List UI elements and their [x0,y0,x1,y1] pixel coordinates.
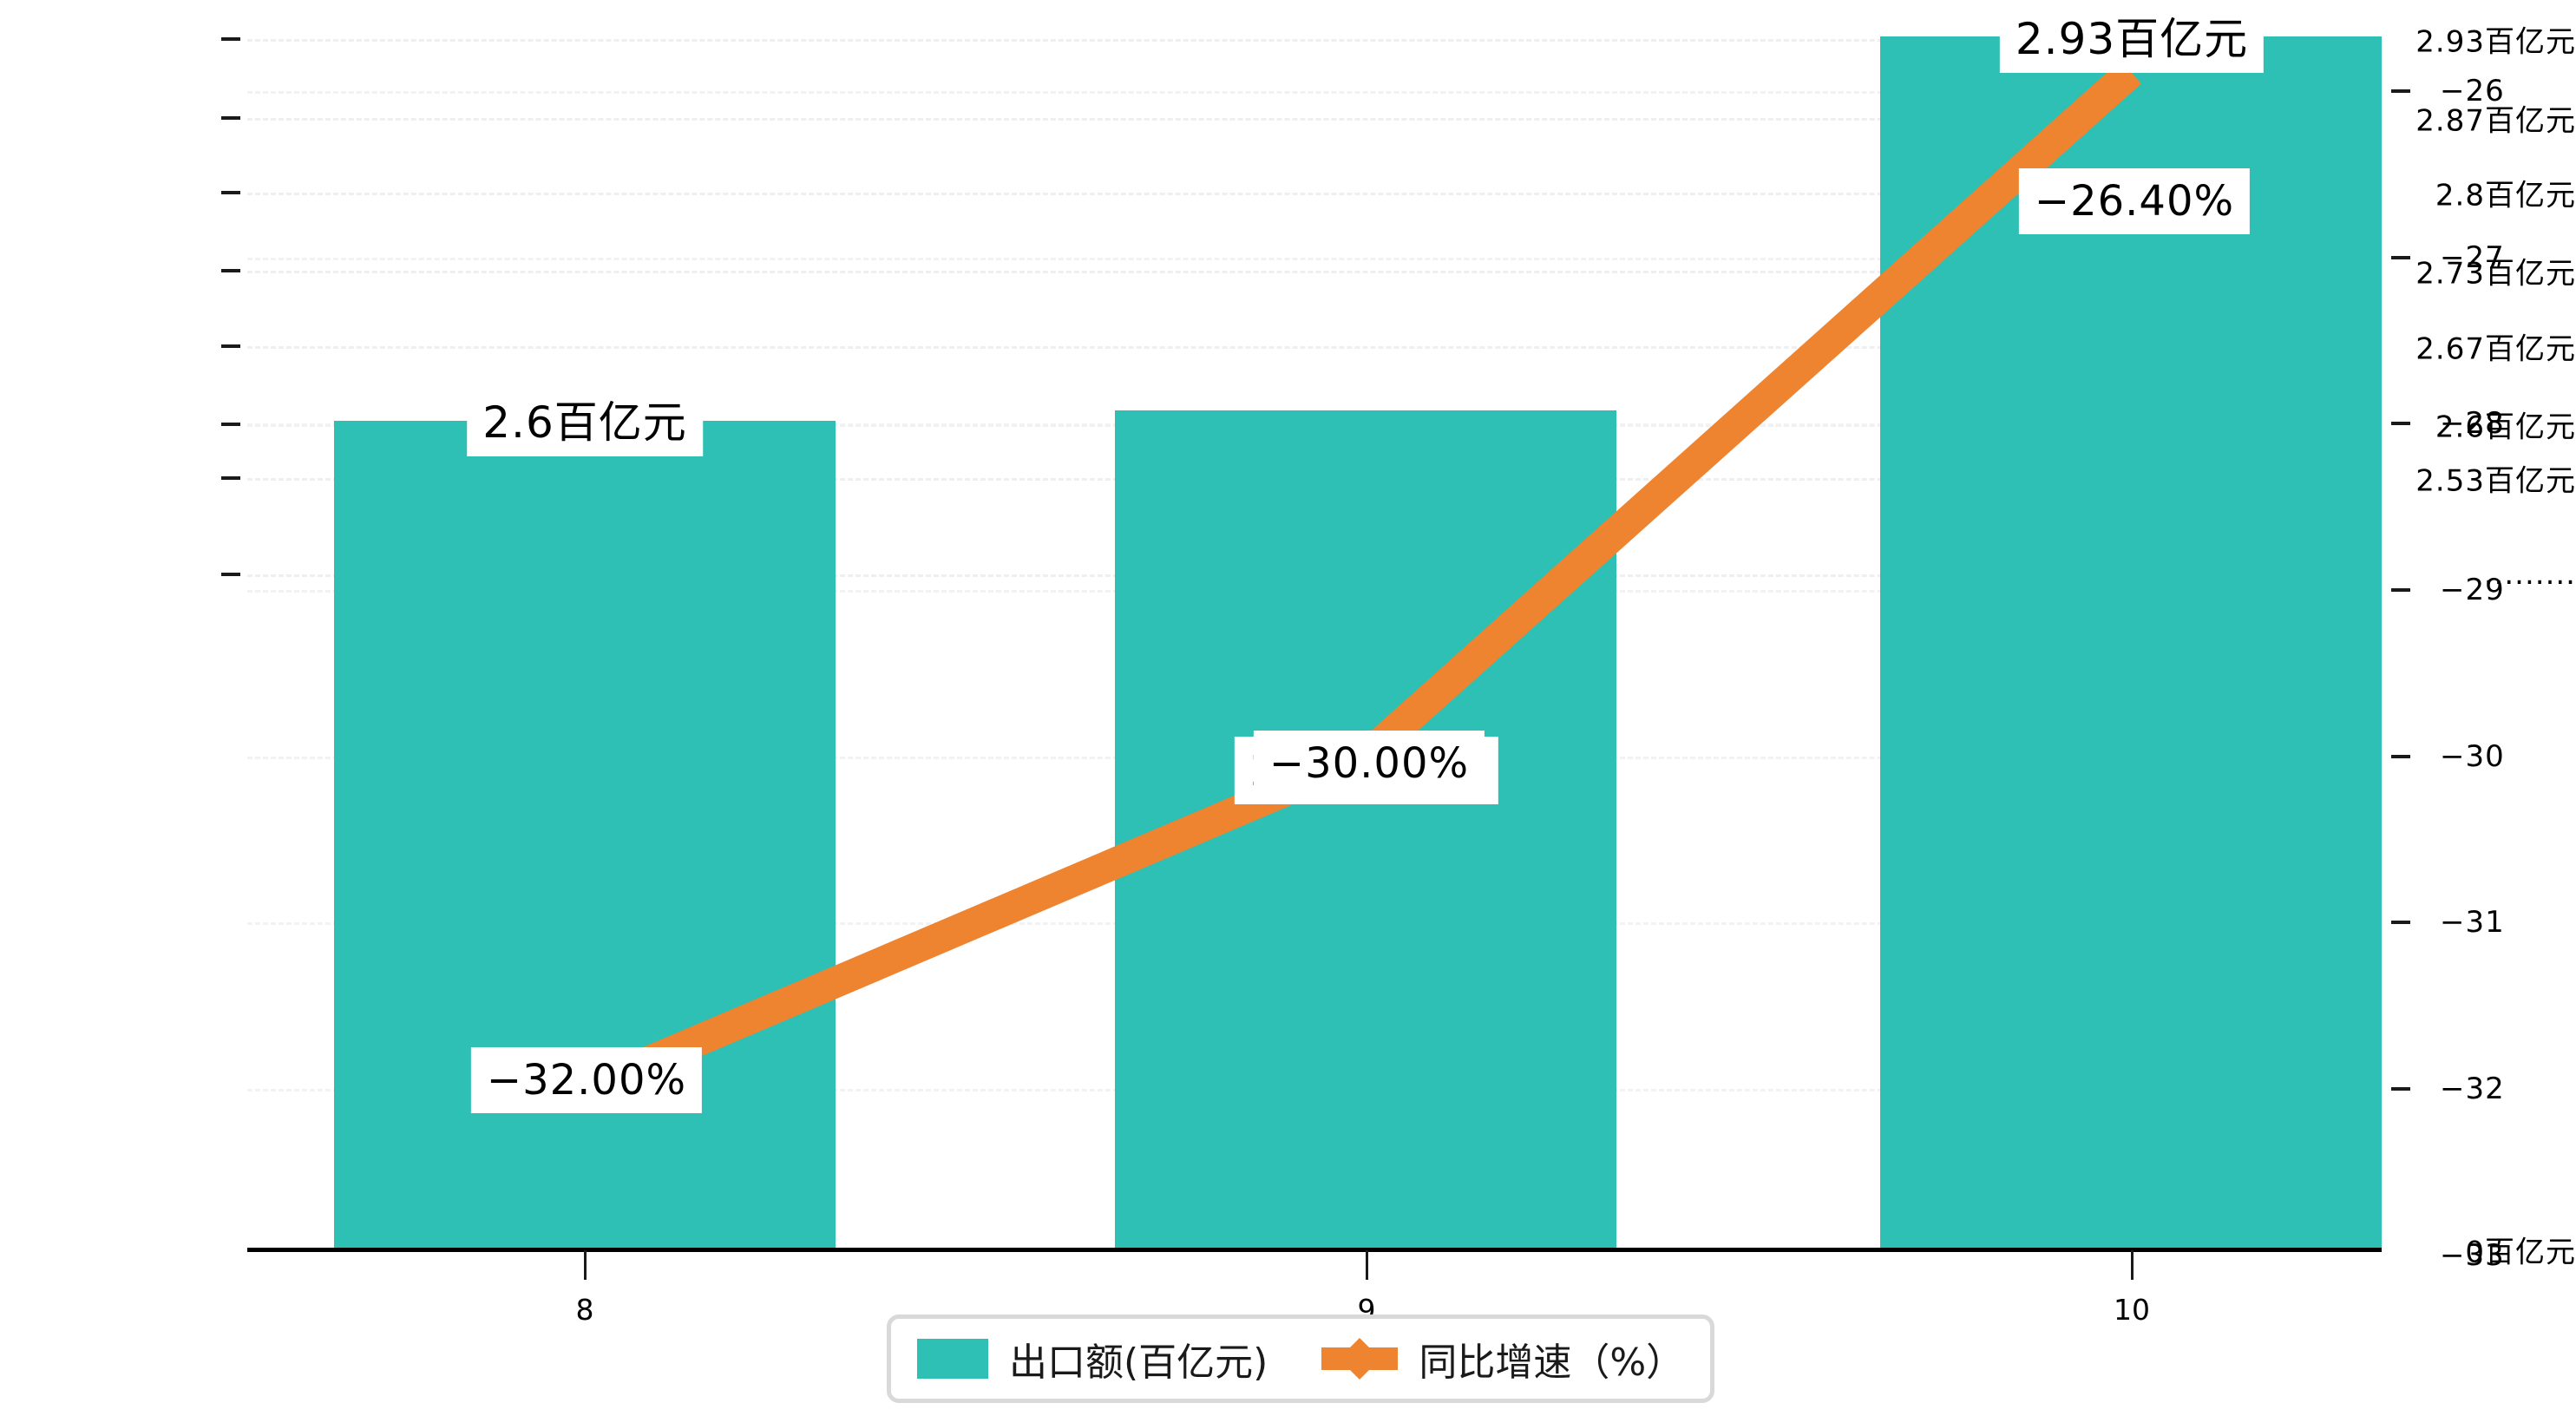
y-axis-left-label: 2.87百亿元 [2415,103,2576,139]
y-axis-left-label: 2.53百亿元 [2415,463,2576,499]
y-axis-left-label: 2.6百亿元 [2435,410,2576,445]
line-value-label-10: −26.40% [2018,168,2251,234]
bar-9[interactable] [1115,410,1616,1249]
y-tick-right [2391,921,2410,924]
gridline [247,39,2382,42]
x-axis-line [247,1248,2382,1252]
x-tick [1366,1250,1368,1280]
x-tick [584,1250,587,1280]
bar-value-label-8: 2.6百亿元 [467,389,703,456]
y-axis-right-label: −29 [2440,573,2505,607]
y-tick-right [2391,1087,2410,1091]
y-tick-left [221,37,240,41]
legend-line-diamond-icon [1321,1337,1399,1380]
y-axis-left-label-zero: 0百亿元 [2465,1235,2576,1270]
y-tick-left [221,573,240,576]
y-tick-right [2391,256,2410,259]
y-tick-left [221,423,240,426]
y-axis-right-label: −27 [2440,240,2505,275]
y-axis-right-label: −26 [2440,74,2505,108]
y-axis-left-label: 2.93百亿元 [2415,24,2576,60]
y-axis-left-label: 2.67百亿元 [2415,331,2576,367]
legend-label-growth-rate: 同比增速（%） [1419,1341,1685,1385]
y-axis-right-label: −31 [2440,905,2505,940]
x-axis-label-10: 10 [2114,1293,2150,1327]
bar-8[interactable] [334,421,836,1249]
y-axis-right-label: −33 [2440,1238,2505,1273]
legend-item-growth-rate[interactable]: 同比增速（%） [1321,1331,1684,1386]
legend-swatch-square-icon [917,1339,988,1379]
y-tick-left [221,191,240,194]
legend-label-export-value: 出口额(百亿元) [1009,1341,1268,1385]
y-tick-left [221,116,240,120]
y-axis-left-label: 2.73百亿元 [2415,256,2576,292]
y-tick-left [221,344,240,348]
y-tick-left [221,269,240,272]
line-value-label-9: −30.00% [1253,731,1485,796]
y-tick-left [221,476,240,480]
y-axis-left-label-ellipsis: ......... [2483,557,2576,592]
y-axis-right-label: −30 [2440,739,2505,774]
y-axis-left-label: 2.8百亿元 [2435,178,2576,213]
y-tick-right [2391,755,2410,758]
legend: 出口额(百亿元) 同比增速（%） [887,1314,1715,1403]
legend-item-export-value[interactable]: 出口额(百亿元) [917,1331,1268,1386]
y-axis-right-label: −32 [2440,1072,2505,1106]
y-axis-right-label: −28 [2440,406,2505,441]
y-tick-right [2391,422,2410,425]
y-tick-right [2391,588,2410,592]
x-axis-label-8: 8 [575,1293,594,1327]
bar-value-label-10: 2.93百亿元 [1999,5,2265,73]
y-tick-right [2391,89,2410,93]
x-tick [2131,1250,2134,1280]
line-value-label-8: −32.00% [470,1047,703,1113]
